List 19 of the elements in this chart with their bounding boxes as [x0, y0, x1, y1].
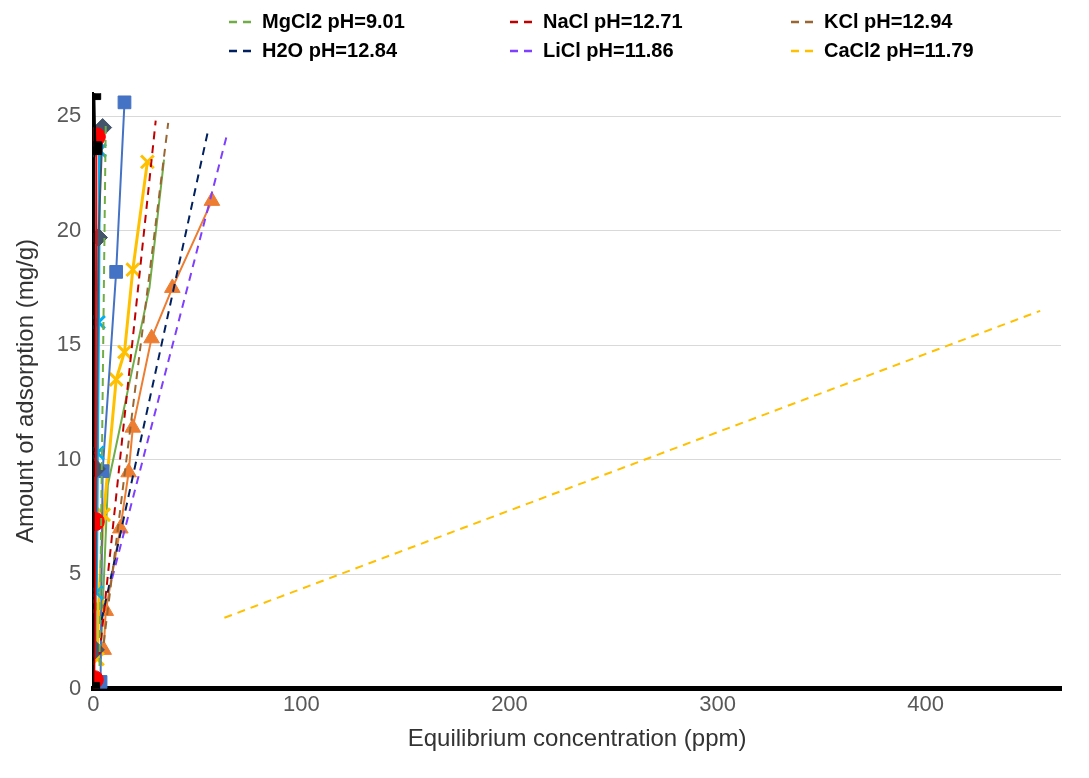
legend-label: MgCl2 pH=9.01: [262, 10, 405, 33]
y-tick-label: 25: [56, 102, 82, 128]
y-axis-title: Amount of adsorption (mg/g): [11, 238, 39, 544]
y-tick-label: 5: [69, 560, 82, 586]
x-axis-title: Equilibrium concentration (ppm): [407, 724, 747, 752]
legend-label: H2O pH=12.84: [262, 39, 398, 62]
legend-label: KCl pH=12.94: [824, 10, 953, 33]
y-tick-label: 15: [56, 331, 82, 357]
x-tick-label: 300: [699, 691, 736, 717]
legend-label: LiCl pH=11.86: [543, 39, 674, 62]
legend-label: CaCl2 pH=11.79: [824, 39, 974, 62]
y-tick-label: 0: [69, 674, 82, 700]
x-tick-label: 200: [491, 691, 528, 717]
legend-label: NaCl pH=12.71: [543, 10, 683, 33]
x-tick-label: 400: [907, 691, 945, 717]
x-tick-label: 100: [283, 691, 320, 717]
y-tick-label: 20: [56, 216, 82, 242]
x-tick-label: 0: [87, 691, 100, 717]
y-tick-label: 10: [56, 445, 82, 471]
